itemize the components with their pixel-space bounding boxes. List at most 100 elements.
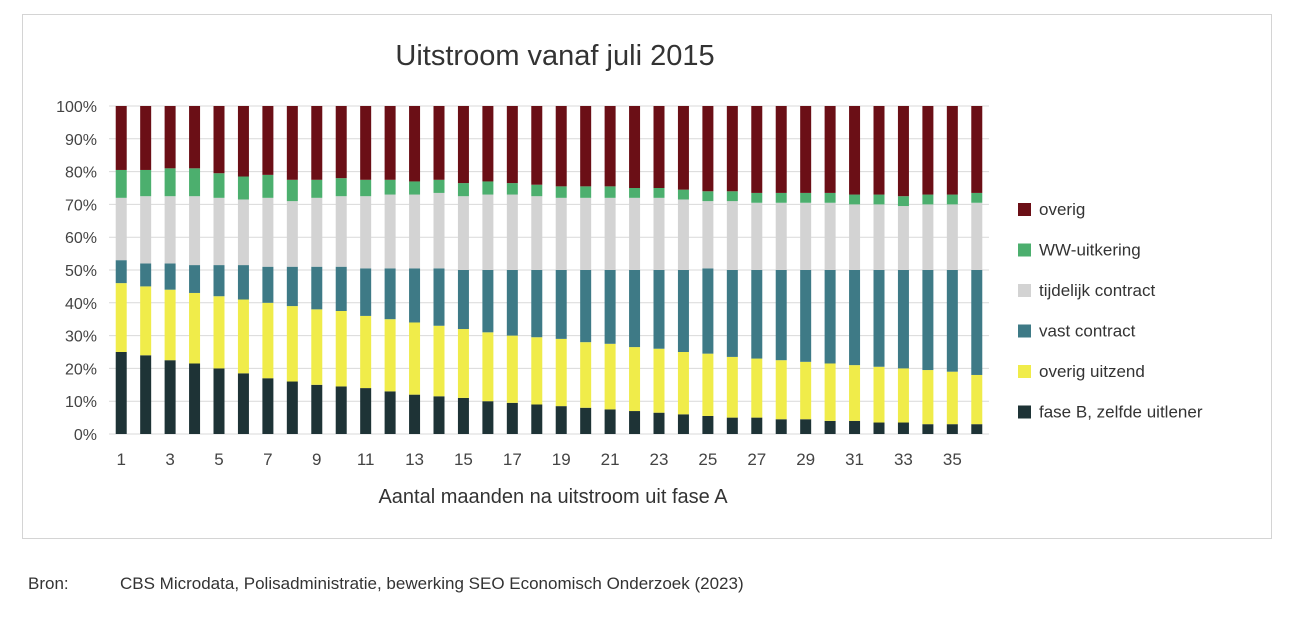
bar-segment-5 xyxy=(555,106,567,187)
bar-segment-2 xyxy=(457,270,469,330)
bar-segment-2 xyxy=(213,265,225,297)
bar-segment-2 xyxy=(580,270,592,343)
bar-segment-2 xyxy=(189,265,201,293)
bar-segment-3 xyxy=(482,194,494,270)
bar-segment-1 xyxy=(800,361,812,420)
x-tick-label: 25 xyxy=(698,450,717,469)
y-axis: 0% 10% 20% 30% 40% 50% 60% 70% 80% 90% 100% xyxy=(56,99,97,444)
bar-segment-3 xyxy=(677,199,689,270)
bar-segment-4 xyxy=(555,186,567,198)
x-tick-label: 33 xyxy=(894,450,913,469)
bar-segment-3 xyxy=(580,197,592,270)
bar-segment-1 xyxy=(555,338,567,407)
legend-label: vast contract xyxy=(1039,322,1136,341)
bar-segment-3 xyxy=(629,197,641,270)
bar-segment-2 xyxy=(775,270,787,361)
bar-segment-3 xyxy=(922,204,934,270)
source-label: Bron: xyxy=(28,574,69,593)
bar-segment-2 xyxy=(555,270,567,339)
bar-segment-2 xyxy=(262,266,274,303)
bar-segment-0 xyxy=(506,402,518,434)
bar-segment-0 xyxy=(360,388,372,434)
bar-segment-0 xyxy=(653,412,665,434)
legend-swatch xyxy=(1018,203,1031,216)
legend-swatch xyxy=(1018,405,1031,419)
bar-segment-5 xyxy=(531,106,543,185)
bar-segment-4 xyxy=(800,192,812,203)
bar-segment-1 xyxy=(482,332,494,402)
bar-segment-2 xyxy=(849,270,861,366)
bar-segment-5 xyxy=(751,106,763,193)
bar-segment-4 xyxy=(897,196,909,207)
bar-segment-0 xyxy=(873,422,885,434)
bar-segment-3 xyxy=(800,202,812,270)
legend-swatch xyxy=(1018,365,1031,378)
legend-label: overig xyxy=(1039,200,1085,219)
x-tick-label: 17 xyxy=(503,450,522,469)
x-tick-label: 35 xyxy=(943,450,962,469)
x-tick-label: 5 xyxy=(214,450,223,469)
bar-segment-2 xyxy=(897,270,909,369)
bar-segment-1 xyxy=(311,309,323,385)
bar-segment-0 xyxy=(824,420,836,434)
bar-segment-4 xyxy=(311,179,323,198)
bar-segment-5 xyxy=(164,106,176,169)
bar-segment-4 xyxy=(457,183,469,197)
bar-segment-4 xyxy=(775,192,787,203)
bar-segment-0 xyxy=(482,401,494,434)
bar-segment-1 xyxy=(286,306,298,382)
x-tick-label: 13 xyxy=(405,450,424,469)
bar-segment-1 xyxy=(946,371,958,425)
y-tick-label: 100% xyxy=(56,99,97,116)
bar-segment-3 xyxy=(775,202,787,270)
bar-segment-5 xyxy=(873,106,885,195)
bar-segment-5 xyxy=(824,106,836,193)
bar-segment-3 xyxy=(849,204,861,270)
bar-segment-3 xyxy=(751,202,763,270)
bar-segment-4 xyxy=(360,179,372,197)
bar-segment-0 xyxy=(775,419,787,434)
bar-segment-5 xyxy=(115,106,127,170)
bar-segment-5 xyxy=(482,106,494,182)
bar-segment-1 xyxy=(849,365,861,421)
bar-segment-2 xyxy=(629,270,641,348)
bar-segment-4 xyxy=(433,179,445,193)
bar-segment-5 xyxy=(286,106,298,180)
bar-segment-2 xyxy=(360,268,372,316)
bar-segment-2 xyxy=(433,268,445,326)
legend-swatch xyxy=(1018,324,1031,338)
bar-segment-5 xyxy=(360,106,372,180)
bar-segment-3 xyxy=(384,194,396,269)
bar-segment-0 xyxy=(849,420,861,434)
bar-segment-0 xyxy=(897,422,909,434)
bar-segment-5 xyxy=(922,106,934,195)
bar-segment-0 xyxy=(409,394,421,434)
x-tick-label: 11 xyxy=(357,450,375,469)
bar-segment-2 xyxy=(164,263,176,290)
legend-label: tijdelijk contract xyxy=(1039,281,1155,300)
bar-segment-1 xyxy=(409,322,421,395)
bar-segment-2 xyxy=(922,270,934,371)
bar-segment-4 xyxy=(237,176,249,200)
bar-segment-2 xyxy=(800,270,812,362)
y-tick-label: 30% xyxy=(65,329,97,346)
bar-segment-2 xyxy=(286,266,298,307)
bar-segment-3 xyxy=(604,197,616,270)
bar-segment-4 xyxy=(115,169,127,198)
bar-segment-4 xyxy=(335,178,347,197)
bar-segment-2 xyxy=(873,270,885,367)
bar-segment-4 xyxy=(262,174,274,198)
bar-segment-1 xyxy=(971,374,983,425)
x-tick-label: 31 xyxy=(845,450,864,469)
bar-segment-3 xyxy=(286,201,298,267)
bar-segment-3 xyxy=(237,199,249,266)
legend-swatch xyxy=(1018,284,1031,297)
bar-segment-3 xyxy=(189,196,201,266)
bar-segment-5 xyxy=(677,106,689,190)
bar-segment-5 xyxy=(384,106,396,180)
bar-segment-1 xyxy=(751,358,763,418)
bar-segment-4 xyxy=(531,184,543,197)
bar-segment-4 xyxy=(726,191,738,202)
bar-segment-1 xyxy=(140,286,152,356)
bar-segment-4 xyxy=(189,168,201,197)
